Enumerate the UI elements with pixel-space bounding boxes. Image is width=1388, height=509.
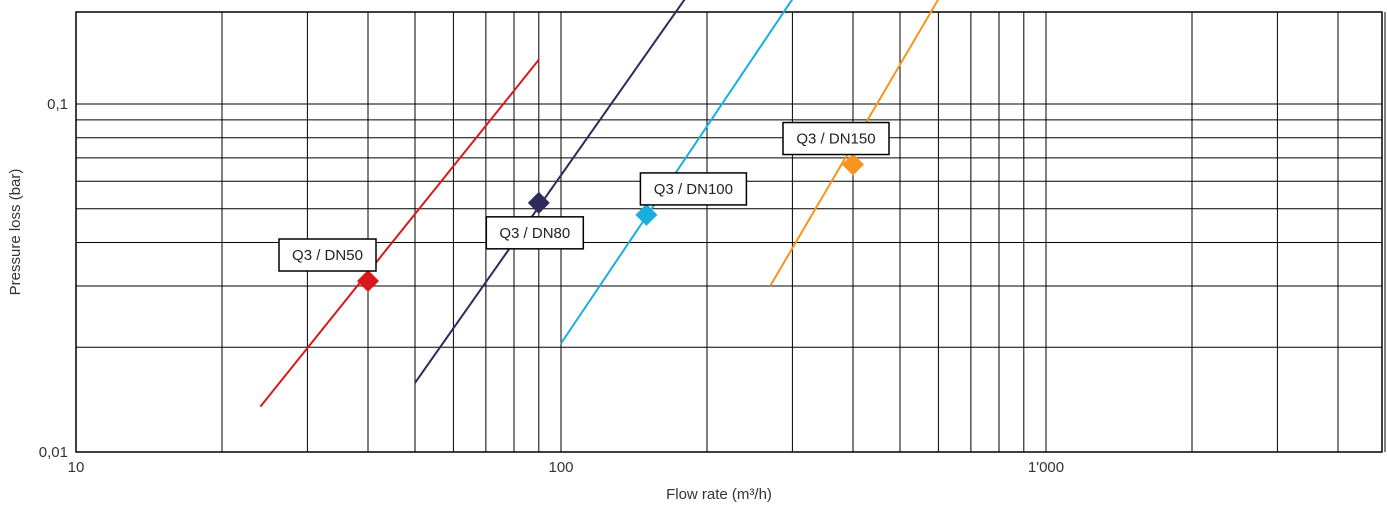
series-line	[259, 59, 540, 408]
data-label: Q3 / DN80	[499, 225, 570, 242]
data-label: Q3 / DN150	[796, 131, 875, 148]
data-point-marker	[635, 203, 658, 226]
series	[259, 0, 940, 408]
data-point-marker	[841, 153, 864, 176]
data-label-box	[782, 121, 890, 156]
x-axis-title: Flow rate (m³/h)	[666, 486, 772, 503]
series-line	[560, 0, 794, 345]
data-label: Q3 / DN50	[292, 247, 363, 264]
data-label-box	[639, 172, 748, 206]
y-tick-label: 0,01	[39, 444, 68, 461]
x-tick-label: 1'000	[1028, 459, 1064, 476]
x-tick-label: 100	[548, 459, 573, 476]
data-label: Q3 / DN100	[654, 181, 733, 198]
data-point-marker	[527, 191, 550, 214]
grid	[75, 12, 1386, 453]
data-label-box	[278, 238, 377, 272]
data-point-marker	[356, 270, 379, 293]
plot-frame	[75, 11, 1383, 453]
tick-labels: 10 100 1'000 0,01 0,1	[39, 96, 1064, 476]
y-tick-label: 0,1	[47, 96, 68, 113]
markers: Q3 / DN50 Q3 / DN80 Q3 / DN100 Q3 / DN150	[278, 121, 890, 293]
data-label-box	[485, 216, 585, 250]
x-tick-label: 10	[68, 459, 85, 476]
series-line	[414, 0, 686, 384]
y-axis-title: Pressure loss (bar)	[7, 169, 24, 296]
